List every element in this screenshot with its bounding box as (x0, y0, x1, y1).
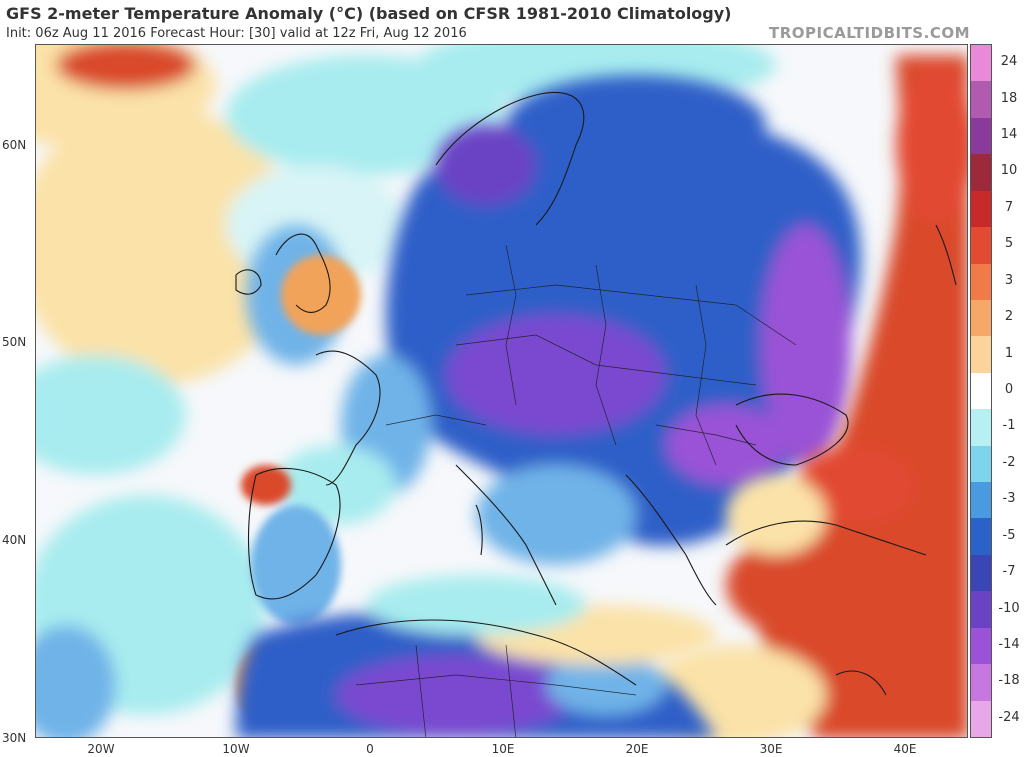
colorbar-tick-label: -24 (998, 709, 1020, 725)
coastlines (235, 91, 957, 696)
lon-label-20e: 20E (625, 742, 649, 756)
anomaly-map (35, 44, 968, 738)
lon-label-20w: 20W (87, 742, 115, 756)
lat-label-30n: 30N (2, 731, 27, 745)
colorbar-tick-label: -14 (998, 636, 1020, 652)
colorbar-tick-label: 2 (1004, 309, 1014, 325)
colorbar-segment (971, 117, 991, 155)
colorbar-segment (971, 81, 991, 119)
colorbar-tick-label: -5 (1002, 527, 1016, 543)
colorbar-tick-label: -18 (998, 673, 1020, 689)
colorbar-tick-label: -2 (1002, 454, 1016, 470)
colorbar-segment (971, 664, 991, 702)
colorbar (970, 44, 992, 738)
colorbar-segment (971, 518, 991, 556)
colorbar-segment (971, 227, 991, 264)
colorbar-tick-label: 24 (1000, 54, 1018, 70)
colorbar-segment (971, 154, 991, 192)
colorbar-tick-label: 18 (1000, 90, 1018, 106)
colorbar-tick-label: -1 (1002, 418, 1016, 434)
brand-watermark: TROPICALTIDBITS.COM (769, 24, 970, 42)
map-canvas (36, 45, 967, 737)
colorbar-tick-label: -7 (1002, 564, 1016, 580)
lat-label-60n: 60N (2, 138, 27, 152)
lat-label-50n: 50N (2, 335, 27, 349)
colorbar-tick-label: 10 (1000, 163, 1018, 179)
atlantic-anomaly-patches (36, 45, 776, 737)
colorbar-segment (971, 445, 991, 483)
colorbar-segment (971, 45, 991, 82)
lon-label-30e: 30E (759, 742, 783, 756)
colorbar-tick-label: 14 (1000, 127, 1018, 143)
colorbar-segment (971, 627, 991, 665)
lon-label-10e: 10E (491, 742, 515, 756)
colorbar-tick-label: 7 (1004, 199, 1014, 215)
country-borders (355, 244, 797, 737)
colorbar-segment (971, 336, 991, 374)
lon-label-0: 0 (366, 742, 374, 756)
colorbar-tick-label: 5 (1004, 236, 1014, 252)
colorbar-segment (971, 372, 991, 410)
colorbar-segment (971, 700, 991, 738)
colorbar-tick-label: 1 (1004, 345, 1014, 361)
colorbar-segment (971, 263, 991, 301)
colorbar-segment (971, 482, 991, 519)
colorbar-segment (971, 190, 991, 228)
map-title: GFS 2-meter Temperature Anomaly (°C) (ba… (6, 4, 732, 23)
colorbar-segment (971, 554, 991, 592)
colorbar-tick-label: 3 (1004, 272, 1014, 288)
colorbar-tick-label: -10 (998, 600, 1020, 616)
colorbar-segment (971, 299, 991, 337)
colorbar-tick-label: -3 (1002, 491, 1016, 507)
colorbar-segment (971, 409, 991, 447)
forecast-info: Init: 06z Aug 11 2016 Forecast Hour: [30… (6, 26, 467, 41)
colorbar-tick-label: 0 (1004, 382, 1014, 397)
lon-label-10w: 10W (222, 742, 250, 756)
colorbar-segment (971, 591, 991, 629)
lat-label-40n: 40N (2, 533, 27, 547)
africa-cold-patches (236, 575, 716, 737)
lon-label-40e: 40E (893, 742, 917, 756)
